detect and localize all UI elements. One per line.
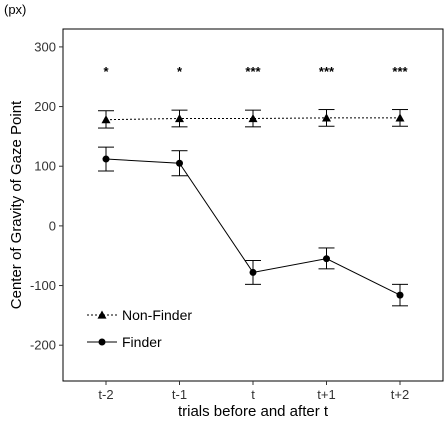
data-point [101,115,111,124]
series-line [105,117,400,121]
series-finder [98,146,408,307]
data-point [176,159,183,167]
legend-marker [97,310,107,319]
data-point [248,113,258,123]
significance-label: * [177,64,183,79]
significance-label: * [103,64,109,79]
significance-label: *** [245,64,261,79]
x-tick-label: t+2 [391,387,409,402]
y-tick-label: 100 [34,159,56,174]
series-non-finder [98,109,408,129]
plot-panel [62,28,444,382]
y-axis-title: Center of Gravity of Gaze Point [8,100,25,309]
significance-label: *** [319,64,335,79]
data-point [323,255,330,263]
legend-label: Non-Finder [122,307,192,323]
significance-markers: * * *** *** *** [103,64,408,79]
x-tick-label: t [251,387,255,402]
data-point [322,113,331,122]
data-point [249,268,257,276]
data-point [175,113,184,123]
legend-marker [98,338,106,346]
data-point [102,155,110,163]
y-tick-label: 300 [34,39,56,54]
legend-label: Finder [122,334,162,350]
significance-label: *** [392,64,408,79]
x-tick-label: t-1 [172,387,187,402]
data-point [396,291,404,299]
data-point [395,113,405,122]
y-tick-label: 0 [49,218,56,233]
y-tick-label: -100 [30,278,56,293]
x-axis: t-2 t-1 t t+1 t+2 [98,381,409,402]
y-axis: -200 -100 0 100 200 300 [30,39,63,353]
x-axis-title: trials before and after t [178,403,329,420]
y-tick-label: 200 [34,99,56,114]
x-tick-label: t+1 [317,387,335,402]
y-tick-label: -200 [30,338,56,353]
legend: Non-Finder Finder [87,307,192,350]
unit-label: (px) [4,2,26,17]
series-layer [98,109,408,307]
x-tick-label: t-2 [98,387,113,402]
